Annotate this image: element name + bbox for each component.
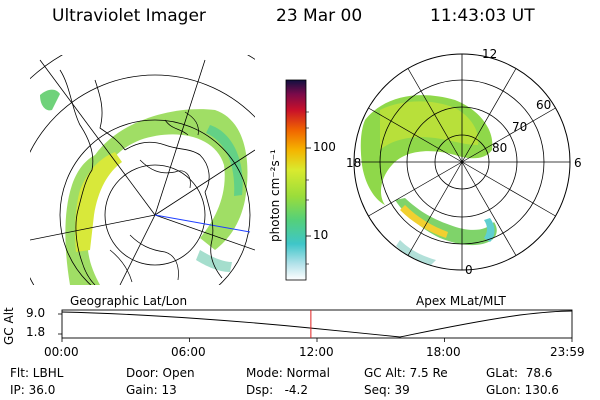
altitude-x-tick: 23:59 <box>550 345 585 359</box>
mlt-label-6: 6 <box>574 156 582 170</box>
mlat-label-70: 70 <box>512 120 528 134</box>
glon-readout: GLon: 130.6 <box>486 383 559 397</box>
glat-readout: GLat: 78.6 <box>486 366 553 380</box>
instrument-title: Ultraviolet Imager <box>52 6 206 26</box>
altitude-y-bottom: 1.8 <box>26 325 46 339</box>
altitude-x-tick: 12:00 <box>299 345 334 359</box>
altitude-x-tick: 18:00 <box>426 345 461 359</box>
right-panel-caption: Apex MLat/MLT <box>416 294 506 308</box>
altitude-y-top: 9.0 <box>26 306 46 320</box>
gc-alt-readout: GC Alt: 7.5 Re <box>364 366 448 380</box>
altitude-ylabel: GC Alt <box>2 307 16 345</box>
colorbar-tick-100: 100 <box>313 140 336 154</box>
mlt-label-12: 12 <box>482 47 498 61</box>
mlat-label-80: 80 <box>492 141 508 155</box>
mlt-label-18: 18 <box>346 156 362 170</box>
mode-readout: Mode: Normal <box>246 366 330 380</box>
observation-time: 11:43:03 UT <box>430 6 535 26</box>
ip-readout: IP: 36.0 <box>10 383 56 397</box>
seq-readout: Seq: 39 <box>364 383 410 397</box>
polar-image <box>360 95 497 266</box>
colorbar-tick-10: 10 <box>313 228 329 242</box>
colorbar-unit-label: photon cm⁻²s⁻¹ <box>268 149 282 242</box>
colorbar <box>285 79 307 281</box>
dsp-readout: Dsp: -4.2 <box>246 383 309 397</box>
filter-readout: Flt: LBHL <box>10 366 64 380</box>
door-readout: Door: Open <box>126 366 195 380</box>
altitude-plot <box>58 309 573 342</box>
mlat-label-60: 60 <box>536 98 552 112</box>
polar-grid <box>353 53 571 271</box>
geographic-image <box>30 55 255 285</box>
mlt-label-0: 0 <box>465 263 473 277</box>
altitude-x-tick: 00:00 <box>44 345 79 359</box>
gain-readout: Gain: 13 <box>126 383 177 397</box>
altitude-x-tick: 06:00 <box>171 345 206 359</box>
observation-date: 23 Mar 00 <box>276 6 363 26</box>
left-panel-caption: Geographic Lat/Lon <box>70 294 188 308</box>
